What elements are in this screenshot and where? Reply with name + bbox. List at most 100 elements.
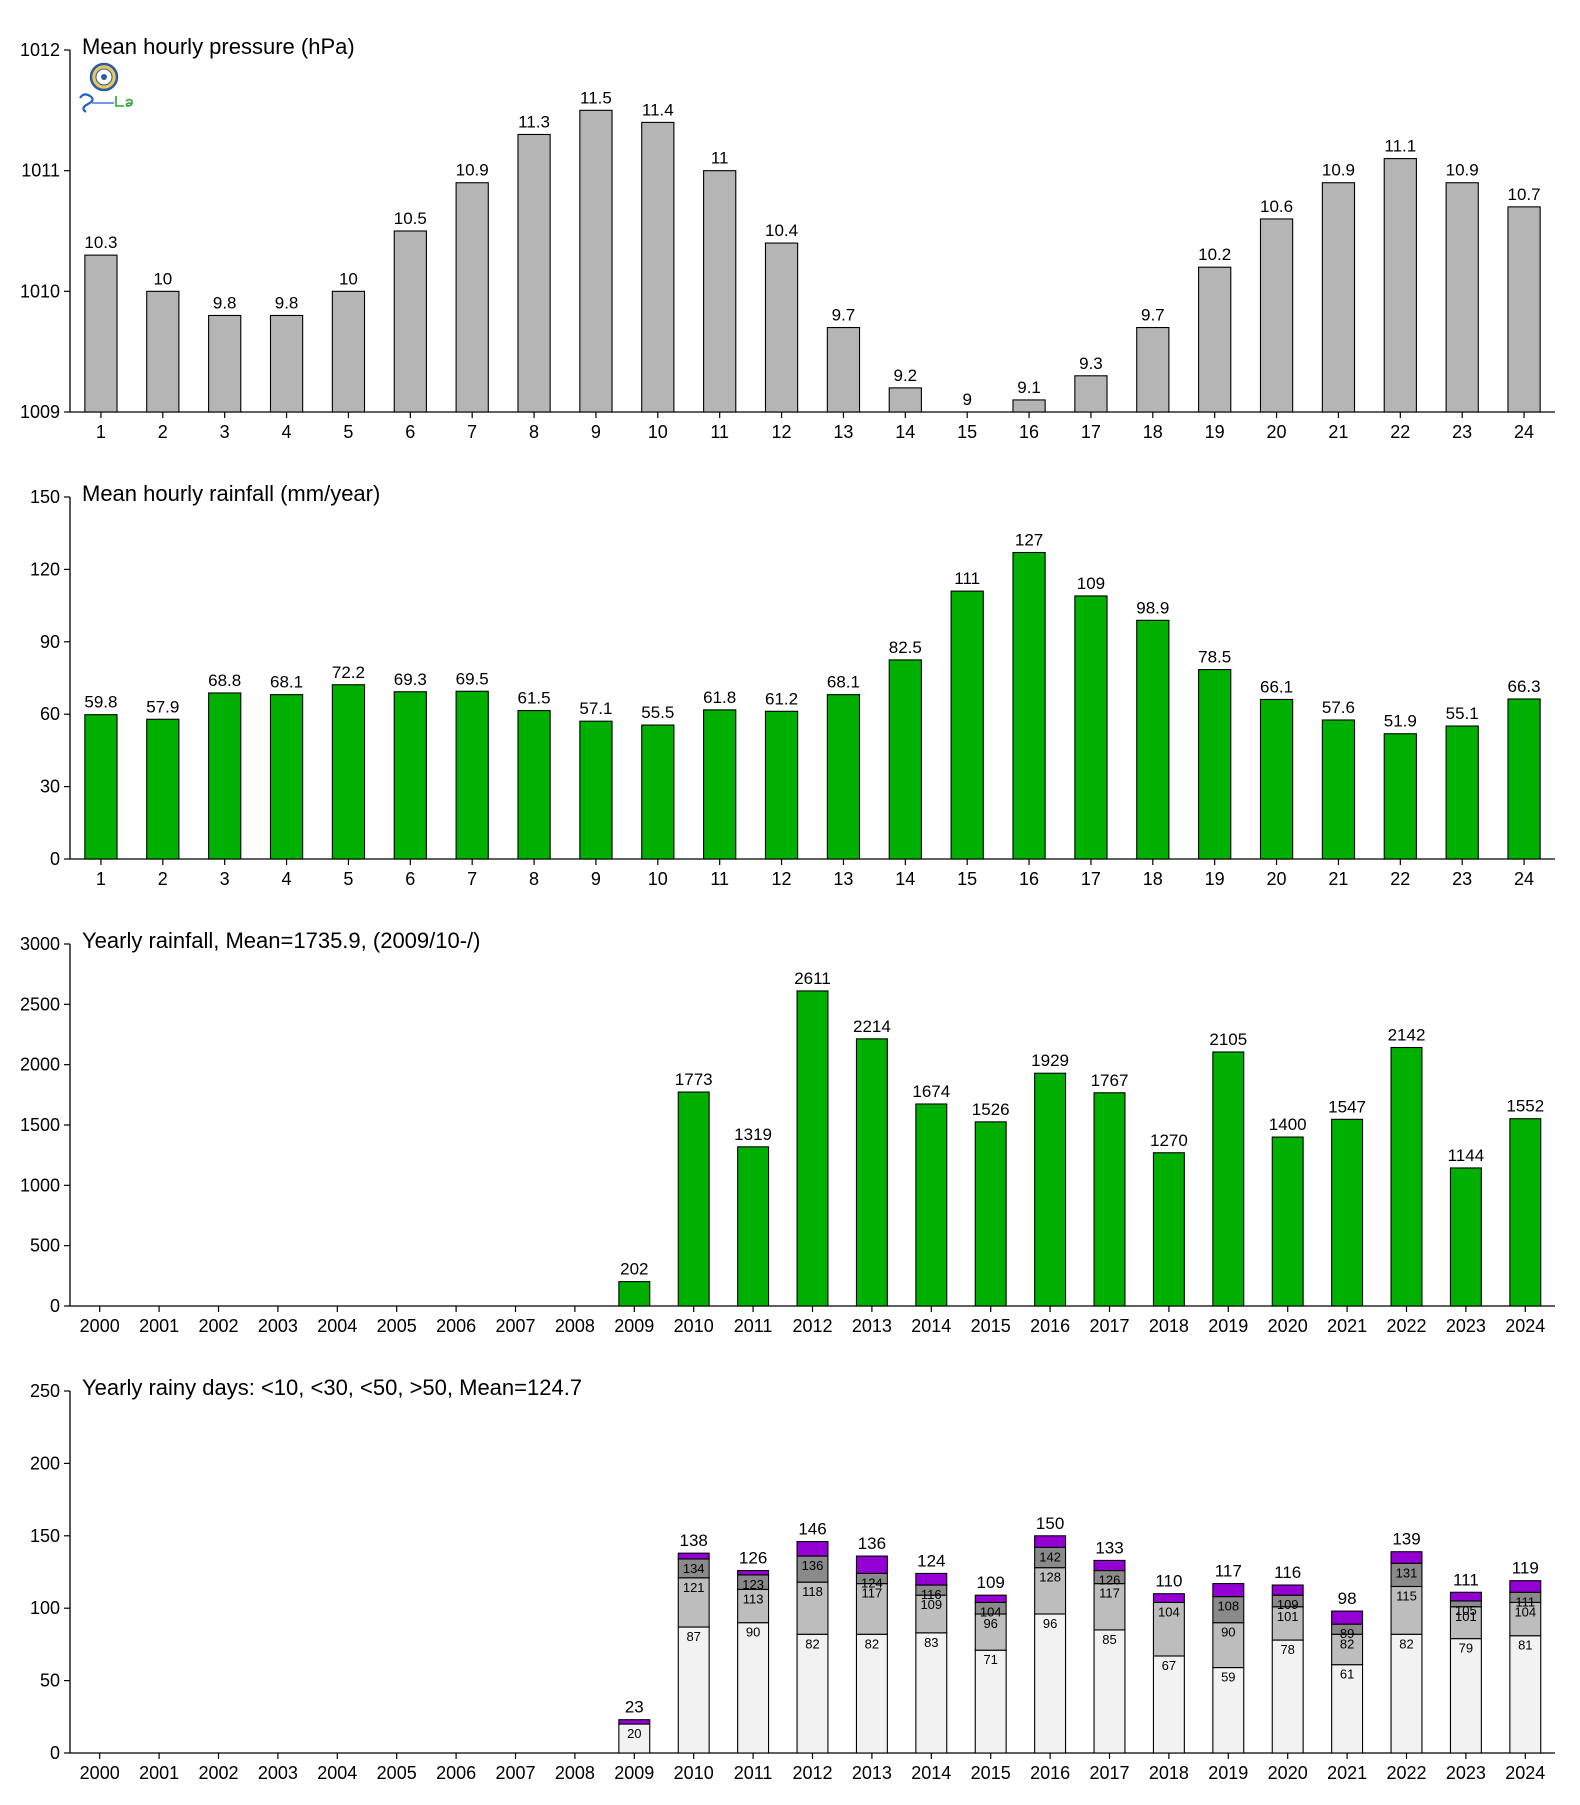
bar-segment-gt50 [796,1541,829,1557]
bar-total-label: 98 [1338,1589,1357,1608]
bar [764,710,799,860]
x-tick-label: 2019 [1208,1763,1248,1783]
bar [1259,698,1294,860]
bar-total-label: 146 [798,1520,826,1539]
x-tick-label: 18 [1143,422,1163,442]
y-tick-label: 200 [30,1453,60,1473]
x-tick-label: 10 [648,422,668,442]
bar-total-label: 110 [1155,1572,1182,1591]
bar [1198,669,1232,860]
bar [1093,1092,1126,1307]
x-tick-label: 2006 [436,1316,476,1336]
bar-value-label: 10.7 [1508,185,1541,204]
x-tick-label: 2023 [1446,1763,1486,1783]
segment-value-label: 87 [686,1629,700,1644]
x-tick-label: 2014 [911,1763,951,1783]
bar-segment-gt50 [1093,1559,1126,1572]
x-tick-label: 2015 [971,1316,1011,1336]
x-tick-label: 2005 [377,1763,417,1783]
x-tick-label: 12 [772,869,792,889]
bar [579,720,613,860]
bar-value-label: 9.2 [893,366,917,385]
bar-value-label: 111 [954,569,980,588]
segment-value-label: 116 [921,1587,942,1602]
x-tick-label: 6 [405,869,415,889]
x-tick-label: 2012 [792,1763,832,1783]
segment-value-label: 90 [746,1625,760,1640]
y-tick-label: 1012 [20,40,60,60]
x-tick-label: 2005 [377,1316,417,1336]
segment-value-label: 104 [1514,1604,1536,1619]
bar [579,109,613,413]
bar-value-label: 1526 [972,1100,1010,1119]
segment-value-label: 59 [1221,1670,1235,1685]
x-tick-label: 2013 [852,1316,892,1336]
x-tick-label: 2008 [555,1763,595,1783]
bar-total-label: 133 [1095,1538,1123,1557]
bar-value-label: 10.3 [84,233,117,252]
bar [1321,182,1356,413]
bar-value-label: 11.5 [580,88,612,107]
bar-value-label: 1547 [1328,1097,1366,1116]
x-tick-label: 2009 [614,1763,654,1783]
y-tick-label: 2000 [20,1055,60,1075]
bar-value-label: 10.2 [1198,245,1231,264]
bar-value-label: 10.5 [394,209,427,228]
bar-segment-lt10 [1093,1629,1126,1754]
segment-value-label: 113 [743,1591,764,1606]
bar-value-label: 61.8 [703,688,736,707]
x-tick-label: 10 [648,869,668,889]
bar-value-label: 10 [153,269,172,288]
bar [764,242,799,413]
bar-value-label: 59.8 [84,693,117,712]
bar [1509,1118,1542,1307]
bar-value-label: 1400 [1269,1115,1307,1134]
segment-value-label: 82 [805,1636,819,1651]
x-tick-label: 2015 [971,1763,1011,1783]
segment-value-label: 109 [1277,1597,1299,1612]
bar-segment-gt50 [1449,1591,1482,1602]
chart-title: Yearly rainy days: <10, <30, <50, >50, M… [82,1375,582,1400]
bar-segment-lt10 [796,1633,829,1754]
x-tick-label: 3 [220,869,230,889]
bar-total-label: 136 [858,1534,886,1553]
bar-segment-lt10 [1034,1613,1067,1754]
x-tick-label: 19 [1205,869,1225,889]
bar [84,714,118,860]
bar [1198,266,1232,413]
bar-segment-lt10 [855,1633,888,1754]
bar-segment-lt30 [796,1581,829,1635]
bar-value-label: 55.5 [641,703,674,722]
bar-value-label: 10 [339,269,358,288]
bar-segment-lt10 [1509,1635,1542,1754]
bar-total-label: 117 [1215,1562,1242,1581]
bar [1449,1167,1482,1307]
bar-total-label: 126 [739,1549,767,1568]
bar-segment-lt30 [677,1577,710,1628]
y-tick-label: 1000 [20,1175,60,1195]
bar [888,659,922,860]
bar-segment-lt10 [677,1626,710,1754]
bar-segment-gt50 [1152,1593,1185,1603]
x-tick-label: 2 [158,422,168,442]
x-tick-label: 2013 [852,1763,892,1783]
bar-segment-lt30 [1390,1585,1423,1635]
y-tick-label: 250 [30,1381,60,1401]
bar [641,724,675,860]
segment-value-label: 96 [1043,1616,1057,1631]
x-tick-label: 2003 [258,1763,298,1783]
x-tick-label: 21 [1328,422,1348,442]
y-tick-label: 500 [30,1236,60,1256]
bar-value-label: 109 [1077,574,1105,593]
x-tick-label: 8 [529,422,539,442]
bar [1012,551,1046,860]
x-tick-label: 2024 [1505,1763,1545,1783]
x-tick-label: 6 [405,422,415,442]
x-tick-label: 8 [529,869,539,889]
y-tick-label: 0 [50,1296,60,1316]
x-tick-label: 17 [1081,869,1101,889]
segment-value-label: 82 [865,1636,879,1651]
x-tick-label: 2016 [1030,1316,1070,1336]
bar-value-label: 1270 [1150,1131,1188,1150]
segment-value-label: 136 [802,1558,824,1573]
